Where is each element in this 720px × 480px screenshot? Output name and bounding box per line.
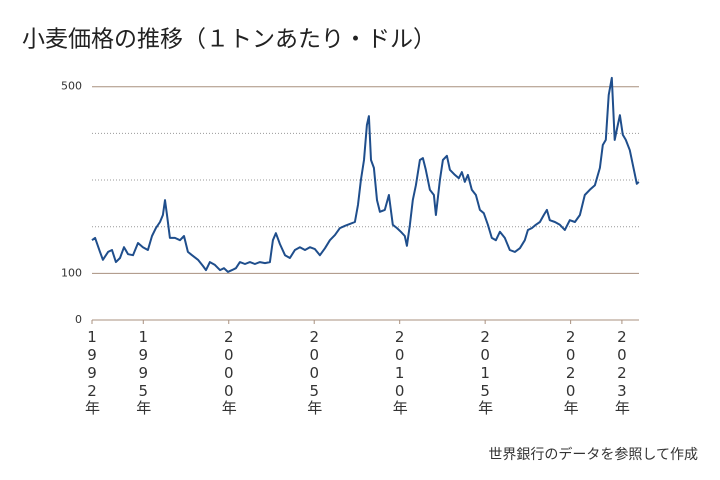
y-tick-label: 100 bbox=[61, 266, 82, 279]
x-tick-label: 2020年 bbox=[562, 328, 580, 415]
price-line bbox=[91, 76, 640, 273]
x-tick-label: 2015年 bbox=[476, 328, 494, 415]
x-tick-label: 2005年 bbox=[305, 328, 323, 415]
x-tick-label: 2023年 bbox=[613, 328, 631, 415]
x-tick-label: 2000年 bbox=[220, 328, 238, 415]
x-tick-label: 1992年 bbox=[83, 328, 101, 415]
x-tick-label: 2010年 bbox=[391, 328, 409, 415]
chart-title: 小麦価格の推移（１トンあたり・ドル） bbox=[22, 27, 436, 53]
source-note: 世界銀行のデータを参照して作成 bbox=[488, 446, 698, 463]
x-tick-label: 1995年 bbox=[134, 328, 152, 415]
y-tick-label: 0 bbox=[75, 313, 82, 326]
y-tick-label: 500 bbox=[61, 80, 82, 93]
